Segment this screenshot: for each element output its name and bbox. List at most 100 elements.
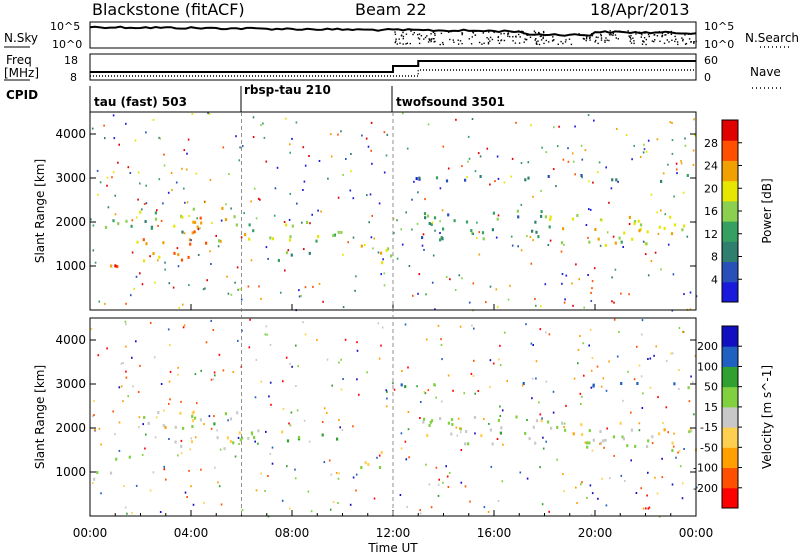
- scatter-cell: [596, 365, 599, 368]
- scatter-cell: [234, 455, 237, 458]
- echo-cell: [189, 242, 192, 246]
- echo-cell: [174, 425, 177, 429]
- scatter-cell: [418, 273, 421, 276]
- scatter-cell: [416, 222, 419, 225]
- echo-cell: [426, 214, 430, 218]
- nsearch-point: [600, 39, 603, 41]
- scatter-cell: [584, 149, 587, 152]
- scatter-cell: [580, 483, 582, 486]
- echo-cell: [599, 430, 602, 433]
- echo-cell: [599, 441, 603, 445]
- nsearch-point: [676, 41, 679, 43]
- echo-cell: [415, 177, 418, 181]
- echo-cell: [647, 439, 650, 443]
- nsearch-point: [647, 32, 649, 34]
- scatter-cell: [511, 244, 514, 247]
- echo-cell: [232, 441, 235, 445]
- scatter-cell: [467, 160, 469, 163]
- echo-cell: [515, 415, 518, 419]
- scatter-cell: [563, 243, 565, 246]
- echo-cell: [442, 227, 445, 231]
- scatter-cell: [93, 400, 95, 402]
- scatter-cell: [591, 449, 594, 452]
- scatter-cell: [671, 352, 674, 355]
- scatter-cell: [118, 421, 121, 424]
- scatter-cell: [584, 441, 587, 444]
- nsearch-point: [514, 42, 517, 44]
- nsearch-point: [487, 41, 490, 44]
- echo-cell: [604, 438, 607, 442]
- scatter-cell: [216, 429, 218, 432]
- scatter-cell: [593, 267, 596, 270]
- echo-cell: [628, 215, 631, 219]
- scatter-cell: [340, 130, 342, 133]
- scatter-cell: [177, 265, 180, 268]
- scatter-cell: [413, 180, 415, 183]
- nsearch-point: [604, 39, 606, 42]
- echo-cell: [550, 426, 553, 430]
- nsearch-point: [661, 35, 663, 37]
- scatter-cell: [574, 125, 576, 128]
- colorbar-tick-label: 15: [704, 401, 718, 414]
- scatter-cell: [531, 397, 533, 400]
- colorbar-segment: [722, 467, 738, 489]
- scatter-cell: [504, 331, 506, 334]
- scatter-cell: [288, 422, 290, 425]
- scatter-cell: [127, 166, 130, 169]
- scatter-cell: [171, 189, 173, 192]
- scatter-cell: [640, 487, 642, 490]
- scatter-cell: [548, 510, 550, 513]
- scatter-cell: [240, 298, 243, 301]
- echo-cell: [580, 423, 583, 427]
- scatter-cell: [447, 486, 450, 488]
- scatter-cell: [503, 181, 506, 184]
- scatter-cell: [600, 385, 603, 388]
- scatter-cell: [472, 232, 474, 235]
- echo-cell: [177, 253, 180, 257]
- nsearch-point: [523, 32, 525, 35]
- scatter-cell: [188, 215, 190, 217]
- echo-cell: [139, 210, 142, 214]
- echo-cell: [192, 220, 195, 224]
- scatter-cell: [647, 471, 649, 474]
- scatter-cell: [432, 254, 435, 257]
- scatter-cell: [137, 171, 140, 174]
- scatter-cell: [120, 362, 123, 365]
- echo-cell: [532, 425, 535, 429]
- scatter-cell: [472, 282, 475, 285]
- scatter-cell: [131, 511, 133, 514]
- scatter-cell: [337, 502, 339, 504]
- scatter-cell: [467, 135, 470, 138]
- echo-cell: [317, 235, 320, 239]
- nsearch-point: [674, 35, 676, 38]
- nsearch-point: [486, 37, 488, 39]
- scatter-cell: [657, 233, 660, 235]
- scatter-cell: [633, 378, 636, 381]
- nsearch-point: [597, 36, 599, 39]
- scatter-cell: [479, 155, 482, 158]
- scatter-cell: [183, 187, 185, 190]
- scatter-cell: [624, 479, 626, 482]
- nave-tick-bottom: 0: [704, 71, 711, 84]
- echo-cell: [250, 431, 253, 435]
- scatter-cell: [675, 168, 678, 171]
- nsearch-point: [632, 37, 634, 39]
- echo-cell: [597, 237, 600, 241]
- scatter-cell: [430, 506, 433, 509]
- scatter-cell: [661, 457, 663, 460]
- scatter-cell: [264, 490, 266, 492]
- scatter-cell: [639, 156, 642, 158]
- scatter-cell: [156, 209, 158, 212]
- scatter-cell: [184, 491, 187, 494]
- colorbar-segment: [722, 447, 738, 469]
- scatter-cell: [164, 268, 166, 271]
- echo-cell: [253, 436, 256, 440]
- nsearch-point: [560, 40, 562, 43]
- scatter-cell: [692, 149, 695, 152]
- scatter-cell: [581, 395, 583, 398]
- echo-cell: [524, 431, 527, 435]
- echo-cell: [252, 229, 255, 233]
- nsearch-point: [543, 42, 545, 45]
- scatter-cell: [159, 511, 162, 513]
- nsearch-point: [684, 34, 686, 36]
